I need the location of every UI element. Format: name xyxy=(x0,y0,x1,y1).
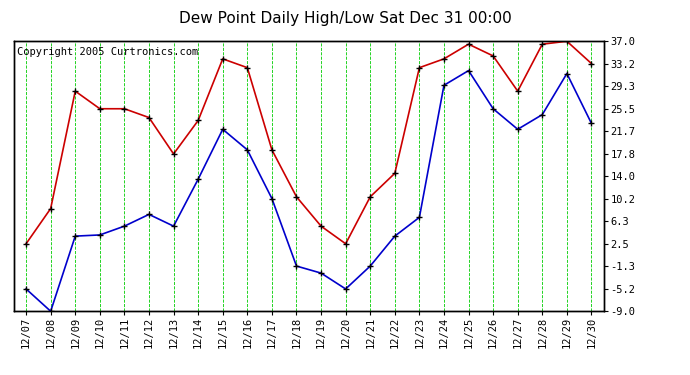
Text: Copyright 2005 Curtronics.com: Copyright 2005 Curtronics.com xyxy=(17,46,198,57)
Text: Dew Point Daily High/Low Sat Dec 31 00:00: Dew Point Daily High/Low Sat Dec 31 00:0… xyxy=(179,11,511,26)
